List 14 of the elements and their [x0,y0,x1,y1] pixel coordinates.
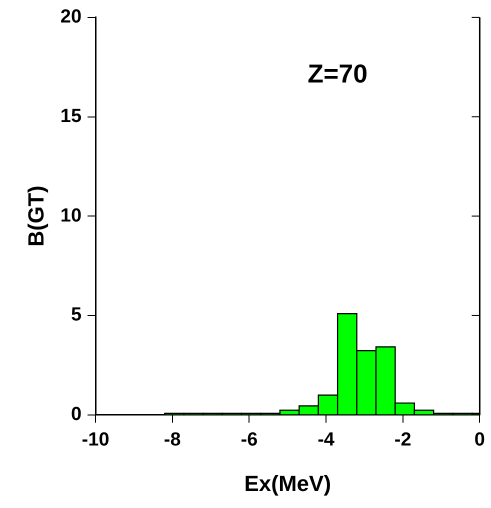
y-tick-label: 5 [70,304,82,326]
y-axis-title: B(GT) [23,186,48,247]
x-tick-label: -8 [164,429,181,450]
x-tick-label: 0 [474,429,486,450]
x-tick-label: -6 [240,429,258,450]
x-tick-label: -10 [82,429,110,450]
annotation: Z=70 [308,58,368,89]
x-axis-title: Ex(MeV) [244,470,332,496]
y-tick-label: 15 [60,106,82,127]
y-tick-label: 10 [60,205,82,226]
x-tick-label: -2 [394,429,412,450]
y-tick-label: 0 [70,404,82,426]
x-tick-label: -4 [318,429,335,450]
y-tick-label: 20 [60,6,82,28]
